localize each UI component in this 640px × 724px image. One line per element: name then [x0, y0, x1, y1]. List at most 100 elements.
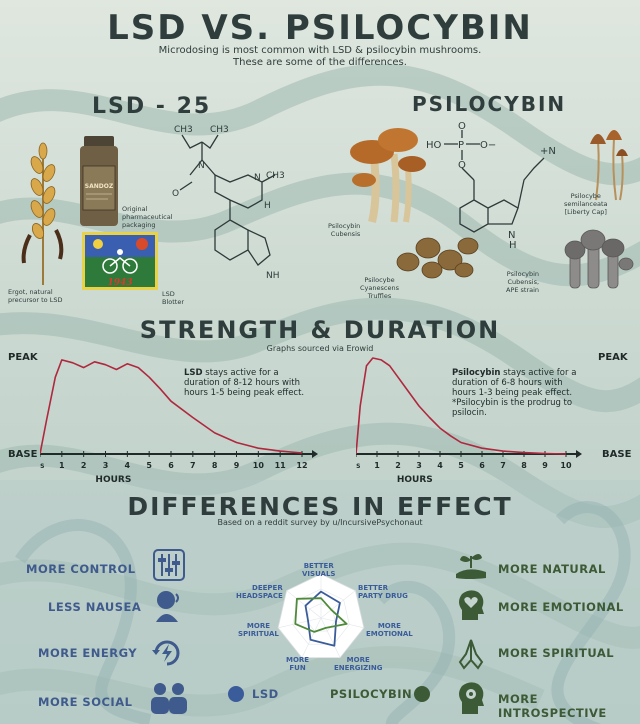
cubensis-caption-line-1: Psilocybin	[328, 222, 361, 230]
lsd-heading: LSD - 25	[92, 94, 212, 119]
chart-baseline-arrow	[576, 450, 582, 458]
x-tick-label: 9	[542, 461, 548, 470]
x-tick-label: 7	[190, 461, 196, 470]
lsd-molecule-ch3-a: CH3	[174, 125, 193, 135]
cubensis-mushroom-image	[350, 128, 426, 223]
x-tick-label: 11	[275, 461, 287, 470]
psilo-peak-label: PEAK	[598, 352, 628, 363]
ape-strain-image	[564, 229, 634, 289]
radar-label-visuals: BETTER VISUALS	[302, 562, 336, 578]
radar-axis-spoke	[301, 617, 322, 658]
psilocybin-molecule-o-minus: O−	[480, 140, 496, 151]
lsd-base-label: BASE	[8, 449, 38, 460]
differences-subtitle: Based on a reddit survey by u/IncursiveP…	[217, 518, 423, 527]
x-axis-title: HOURS	[95, 475, 131, 485]
radar-axis-spoke	[286, 590, 322, 619]
psilocybin-molecule-o-left: O	[458, 160, 466, 171]
cubensis-caption: Psilocybin Cubensis	[328, 222, 360, 238]
x-axis-title: HOURS	[397, 475, 433, 485]
lsd-note-bold: LSD	[184, 368, 203, 378]
radar-series-lsd	[304, 590, 341, 647]
radar-axis-spoke	[320, 617, 341, 658]
ape-caption-line-1: Psilocybin	[506, 270, 540, 278]
effect-lsd-less-nausea: LESS NAUSEA	[48, 600, 142, 614]
lsd-molecule-ch3-ring: CH3	[266, 171, 285, 181]
lsd-duration-note: LSD stays active for a duration of 8-12 …	[184, 368, 312, 398]
x-tick-label: RS	[40, 463, 44, 470]
sandoz-bottle-image: SANDOZ	[80, 136, 118, 226]
cyanescens-caption-line-1: Psilocybe	[364, 276, 395, 284]
packaging-caption-line-1: Original	[122, 205, 148, 213]
legend-lsd-dot	[228, 686, 244, 702]
bottle-label-text: SANDOZ	[85, 183, 114, 190]
liberty-cap-image	[590, 130, 628, 201]
effect-lsd-more-control: MORE CONTROL	[26, 562, 136, 576]
subtitle-line-1: Microdosing is most common with LSD & ps…	[158, 45, 482, 56]
x-tick-label: 6	[479, 461, 485, 470]
ergot-caption: Ergot, natural precursor to LSD	[8, 288, 62, 304]
page-title: LSD VS. PSILOCYBIN	[107, 8, 533, 48]
cyanescens-caption-line-3: Truffles	[367, 292, 392, 300]
lsd-molecule-h: H	[264, 201, 271, 211]
lsd-molecule-n-ring: N	[254, 173, 261, 183]
psilocybin-heading: PSILOCYBIN	[412, 92, 567, 116]
semilanceata-caption-line-3: [Liberty Cap]	[564, 208, 607, 216]
praying-hands-icon	[458, 639, 484, 670]
effect-psilo-more-natural: MORE NATURAL	[498, 562, 606, 576]
introspective-head-icon	[459, 682, 484, 714]
x-tick-label: 2	[81, 461, 87, 470]
semilanceata-caption: Psilocybe semilanceata [Liberty Cap]	[564, 192, 608, 216]
ape-caption: Psilocybin Cubensis, APE strain	[506, 270, 539, 294]
lsd-blotter-image: 1943	[82, 232, 158, 290]
ergot-caption-line-2: precursor to LSD	[8, 296, 63, 304]
radar-axis-spoke	[278, 617, 322, 629]
lsd-molecule-structure: CH3 CH3 N O N CH3 H NH	[172, 125, 285, 281]
duration-curve	[40, 359, 303, 455]
radar-axis-spoke	[320, 617, 364, 629]
lsd-molecule-o: O	[172, 189, 179, 199]
radar-label-fun: MORE FUN	[286, 656, 310, 672]
ergot-caption-line-1: Ergot, natural	[8, 288, 53, 296]
x-tick-label: 4	[125, 461, 131, 470]
heart-head-icon	[459, 590, 484, 620]
subtitle-line-2: These are some of the differences.	[233, 57, 407, 68]
duration-curve	[356, 357, 567, 455]
lsd-molecule-ch3-b: CH3	[210, 125, 229, 135]
effect-psilo-more-spiritual: MORE SPIRITUAL	[498, 646, 615, 660]
page-subtitle: Microdosing is most common with LSD & ps…	[0, 45, 640, 69]
psilocybin-molecule-structure: HO P O O− O +N N H	[426, 121, 556, 250]
strength-duration-title: STRENGTH & DURATION	[139, 316, 501, 344]
truffles-image	[396, 237, 479, 279]
legend-lsd-label: LSD	[252, 687, 279, 701]
ape-caption-line-3: APE strain	[506, 286, 540, 294]
group-people-icon	[151, 683, 187, 714]
psilocybin-duration-note: Psilocybin stays active for a duration o…	[452, 368, 580, 418]
psilo-note-text: stays active for a duration of 6-8 hours…	[452, 368, 577, 418]
chart-baseline-arrow	[312, 450, 318, 458]
effects-radar-chart	[277, 573, 365, 658]
x-tick-label: 5	[146, 461, 152, 470]
psilocybin-molecule-o-top: O	[458, 121, 466, 132]
x-tick-label: 3	[103, 461, 109, 470]
legend-psilocybin-dot	[414, 686, 430, 702]
effect-psilo-more-introspective: MORE INTROSPECTIVE	[498, 692, 607, 720]
radar-label-emotional: MORE EMOTIONAL	[366, 622, 413, 638]
radar-label-party: BETTER PARTY DRUG	[358, 584, 408, 600]
legend-psilocybin-label: PSILOCYBIN	[330, 687, 413, 701]
x-tick-label: 12	[296, 461, 307, 470]
psilo-base-label: BASE	[602, 449, 632, 460]
x-tick-label: 2	[395, 461, 401, 470]
psilocybin-molecule-nh: N	[508, 230, 515, 241]
plant-hand-icon	[456, 554, 486, 579]
x-tick-label: 1	[59, 461, 65, 470]
ape-caption-line-2: Cubensis,	[507, 278, 540, 286]
radar-label-spiritual: MORE SPIRITUAL	[238, 622, 279, 638]
cubensis-caption-line-2: Cubensis	[330, 230, 361, 238]
effect-lsd-more-social: MORE SOCIAL	[38, 695, 133, 709]
energy-cycle-icon	[152, 640, 180, 666]
blotter-year: 1943	[107, 278, 132, 288]
packaging-caption: Original pharmaceutical packaging	[122, 205, 173, 229]
cyanescens-caption: Psilocybe Cyanescens Truffles	[360, 276, 399, 300]
x-tick-label: 7	[500, 461, 506, 470]
